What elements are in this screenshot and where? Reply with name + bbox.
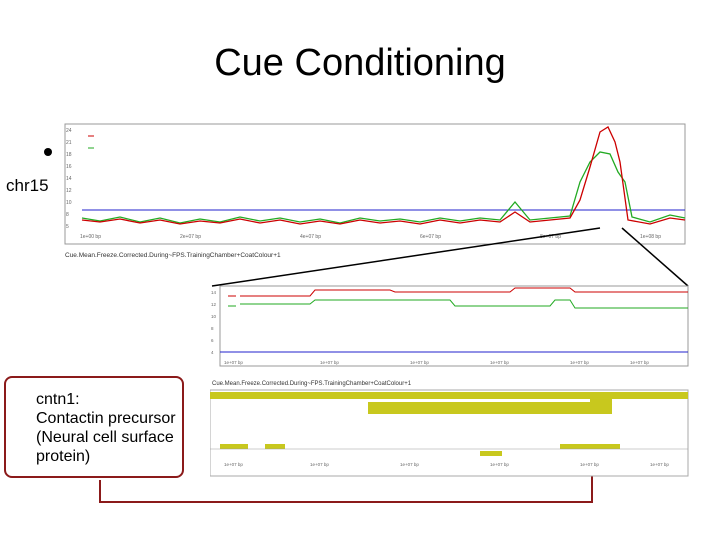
svg-text:14: 14 — [66, 176, 72, 182]
gene-marker-b — [265, 444, 285, 449]
svg-text:8: 8 — [211, 326, 214, 331]
zoom-green-line — [240, 299, 688, 309]
svg-text:6e+07 bp: 6e+07 bp — [420, 234, 441, 240]
top-plot-frame — [64, 123, 686, 245]
svg-text:1e+07 bp: 1e+07 bp — [310, 462, 329, 467]
svg-text:4e+07 bp: 4e+07 bp — [300, 234, 321, 240]
svg-text:5: 5 — [66, 224, 69, 230]
gene-bar-top — [210, 392, 688, 399]
gene-name: cntn1: — [36, 391, 80, 408]
svg-text:10: 10 — [66, 200, 72, 206]
gene-marker-a — [220, 444, 248, 449]
gene-bar-long — [368, 402, 612, 414]
gene-desc-2: (Neural cell surface — [36, 429, 174, 446]
gene-marker-d — [560, 444, 620, 449]
gene-marker-c — [480, 451, 502, 456]
svg-text:10: 10 — [211, 314, 217, 319]
red-series-line — [81, 126, 686, 225]
svg-text:1e+07 bp: 1e+07 bp — [580, 462, 599, 467]
top-plot-caption: Cue.Mean.Freeze.Corrected.During~FPS.Tra… — [65, 252, 281, 259]
svg-text:2e+07 bp: 2e+07 bp — [180, 234, 201, 240]
svg-text:21: 21 — [66, 140, 72, 146]
svg-text:8: 8 — [66, 212, 69, 218]
gene-desc-1: Contactin precursor — [36, 410, 176, 427]
svg-text:18: 18 — [66, 152, 72, 158]
svg-text:1e+07 bp: 1e+07 bp — [570, 360, 589, 365]
svg-text:1e+00 bp: 1e+00 bp — [80, 234, 101, 240]
svg-text:1e+07 bp: 1e+07 bp — [490, 462, 509, 467]
svg-text:1e+08 bp: 1e+08 bp — [640, 234, 661, 240]
svg-text:1e+07 bp: 1e+07 bp — [490, 360, 509, 365]
top-plot-y-ticks: 24 21 18 16 14 12 10 8 5 — [66, 128, 72, 230]
svg-text:1e+07 bp: 1e+07 bp — [320, 360, 339, 365]
svg-text:1e+07 bp: 1e+07 bp — [400, 462, 419, 467]
svg-text:8e+07 bp: 8e+07 bp — [540, 234, 561, 240]
top-plot-legend — [88, 135, 94, 149]
top-plot-x-ticks: 1e+00 bp 2e+07 bp 4e+07 bp 6e+07 bp 8e+07 … — [80, 234, 661, 240]
svg-text:6: 6 — [211, 338, 214, 343]
svg-text:1e+07 bp: 1e+07 bp — [410, 360, 429, 365]
gene-info-box: cntn1: Contactin precursor (Neural cell … — [4, 376, 184, 478]
svg-text:14: 14 — [211, 290, 217, 295]
svg-text:1e+07 bp: 1e+07 bp — [224, 360, 243, 365]
svg-text:16: 16 — [66, 164, 72, 170]
green-series-line — [81, 151, 686, 224]
top-plot: 24 21 18 16 14 12 10 8 5 1e+00 bp 2e+07 bp 4e+0… — [64, 123, 686, 259]
bullet-point — [44, 148, 52, 156]
zoom-red-line — [240, 287, 688, 297]
svg-text:1e+07 bp: 1e+07 bp — [630, 360, 649, 365]
svg-text:12: 12 — [66, 188, 72, 194]
svg-text:24: 24 — [66, 128, 72, 134]
svg-text:1e+07 bp: 1e+07 bp — [650, 462, 669, 467]
chromosome-label: chr15 — [6, 176, 49, 195]
zoom-plot-caption: Cue.Mean.Freeze.Corrected.During~FPS.Tra… — [212, 381, 412, 387]
zoom-plot-frame — [219, 285, 689, 367]
svg-text:1e+07 bp: 1e+07 bp — [224, 462, 243, 467]
svg-text:4: 4 — [211, 350, 214, 355]
svg-text:12: 12 — [211, 302, 217, 307]
slide-title: Cue Conditioning — [214, 42, 506, 84]
gene-bar-short-a — [590, 392, 612, 414]
pointer-arrow — [99, 460, 593, 503]
zoom-plot: 14 12 10 8 6 4 1e+07 bp 1e+07 bp 1e+07 bp 1e+0… — [210, 285, 689, 477]
gene-desc-3: protein) — [36, 448, 91, 465]
